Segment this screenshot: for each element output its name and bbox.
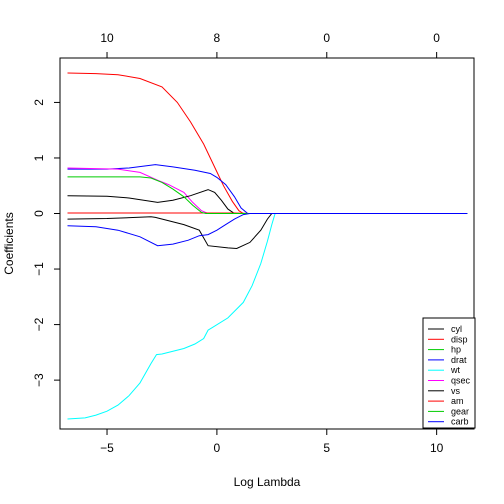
legend-label-cyl: cyl — [451, 324, 462, 334]
x-axis-bottom: −5 0 5 10 — [100, 429, 444, 455]
x-tick-label: 0 — [214, 441, 221, 455]
x-tick-label: 10 — [430, 441, 444, 455]
top-tick-label: 0 — [323, 31, 330, 45]
y-axis-left: −3 −2 −1 0 1 2 — [32, 99, 60, 387]
series-line-gear — [67, 176, 468, 214]
x-tick-label: −5 — [100, 441, 114, 455]
y-tick-label: 1 — [32, 154, 46, 161]
series-line-drat — [67, 164, 468, 214]
x-axis-title: Log Lambda — [234, 475, 301, 489]
legend-box — [422, 317, 476, 429]
series-line-vs — [67, 189, 468, 214]
y-tick-label: −1 — [32, 262, 46, 276]
legend-label-disp: disp — [451, 334, 468, 344]
x-tick-label: 5 — [323, 441, 330, 455]
y-tick-label: −3 — [32, 373, 46, 387]
legend-label-am: am — [451, 396, 464, 406]
y-axis-title: Coefficients — [2, 212, 16, 274]
plot-frame — [59, 57, 475, 430]
legend-label-gear: gear — [451, 406, 469, 416]
legend-label-vs: vs — [451, 386, 461, 396]
legend-label-wt: wt — [450, 365, 460, 375]
top-tick-label: 10 — [100, 31, 114, 45]
legend-label-carb: carb — [451, 417, 469, 427]
y-tick-label: −2 — [32, 317, 46, 331]
series-line-carb — [67, 213, 468, 247]
series-line-wt — [67, 213, 468, 420]
x-axis-top: 10 8 0 0 — [100, 31, 440, 58]
series-line-qsec — [67, 167, 468, 214]
legend-label-hp: hp — [451, 345, 461, 355]
legend-label-drat: drat — [451, 355, 467, 365]
series-line-cyl — [67, 213, 468, 250]
top-tick-label: 0 — [433, 31, 440, 45]
top-tick-label: 8 — [214, 31, 221, 45]
legend-label-qsec: qsec — [451, 376, 471, 386]
y-tick-label: 0 — [32, 210, 46, 217]
series-lines — [67, 72, 468, 420]
y-tick-label: 2 — [32, 99, 46, 106]
series-line-disp — [67, 72, 468, 214]
